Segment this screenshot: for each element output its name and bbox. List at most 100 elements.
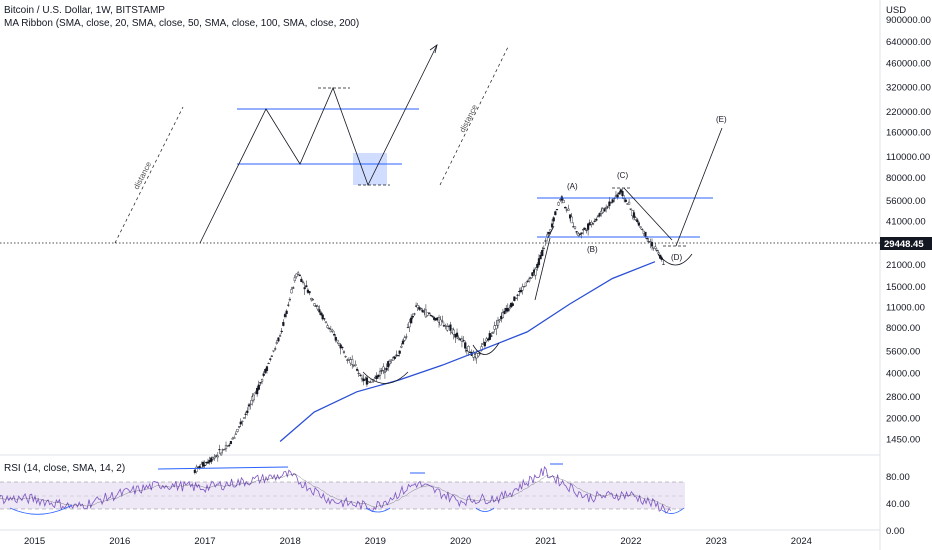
candle bbox=[242, 417, 246, 419]
candle bbox=[344, 355, 347, 358]
candle bbox=[627, 198, 631, 205]
candle bbox=[498, 319, 501, 323]
candle bbox=[632, 209, 636, 221]
candle bbox=[316, 304, 319, 311]
candle bbox=[337, 342, 341, 346]
candle bbox=[650, 238, 654, 251]
candle bbox=[354, 360, 357, 367]
candle bbox=[554, 210, 557, 216]
candle bbox=[426, 312, 429, 317]
candle bbox=[375, 372, 378, 382]
candle bbox=[403, 335, 406, 342]
candle bbox=[541, 246, 544, 257]
candle bbox=[637, 221, 641, 227]
candle bbox=[460, 335, 464, 348]
candle bbox=[444, 323, 447, 330]
rsi-arc-2022 bbox=[661, 507, 685, 514]
candle bbox=[382, 363, 385, 375]
candle bbox=[308, 290, 311, 296]
candle bbox=[421, 308, 424, 313]
candle bbox=[511, 301, 514, 307]
candle bbox=[195, 464, 198, 474]
price-tick: 640000.00 bbox=[886, 37, 931, 48]
candle bbox=[608, 196, 611, 210]
rsi-line bbox=[0, 465, 672, 514]
candle bbox=[406, 323, 409, 329]
candle bbox=[400, 343, 403, 349]
candle bbox=[405, 333, 408, 340]
candle bbox=[278, 333, 282, 337]
candle bbox=[287, 301, 290, 307]
candle bbox=[591, 222, 595, 226]
candle bbox=[629, 208, 632, 211]
candle bbox=[634, 215, 637, 221]
rsi-pane: 80.00 40.00 0.00 bbox=[0, 463, 910, 537]
candle bbox=[292, 286, 295, 289]
candle bbox=[311, 298, 314, 302]
rsi-tick-40: 40.00 bbox=[886, 499, 910, 510]
rsi-title: RSI (14, close, SMA, 14, 2) bbox=[4, 463, 126, 474]
candle bbox=[564, 206, 567, 209]
candle bbox=[303, 282, 306, 295]
candle bbox=[429, 313, 432, 317]
candle bbox=[334, 334, 337, 343]
candle bbox=[244, 411, 247, 419]
candle bbox=[531, 272, 534, 279]
price-tick: 110000.00 bbox=[886, 152, 930, 163]
time-tick: 2024 bbox=[791, 536, 812, 547]
candle bbox=[275, 339, 278, 345]
candle bbox=[655, 248, 659, 253]
candle bbox=[272, 350, 275, 353]
candle bbox=[297, 271, 300, 275]
time-tick: 2022 bbox=[620, 536, 641, 547]
breakout-line bbox=[534, 237, 551, 301]
candle bbox=[236, 428, 239, 433]
price-tick: 21000.00 bbox=[886, 260, 926, 271]
candle bbox=[583, 226, 586, 230]
candle bbox=[359, 373, 362, 377]
candle bbox=[290, 286, 293, 294]
candle bbox=[439, 315, 442, 326]
candle bbox=[605, 204, 608, 213]
candle bbox=[662, 260, 665, 265]
candle bbox=[562, 198, 565, 204]
candle bbox=[570, 212, 573, 224]
candle bbox=[321, 312, 324, 321]
candle bbox=[298, 274, 301, 277]
candle bbox=[523, 285, 526, 288]
candle bbox=[285, 309, 288, 318]
candle bbox=[411, 313, 414, 320]
candle bbox=[380, 368, 383, 375]
price-tick: 80000.00 bbox=[886, 173, 926, 184]
candle bbox=[621, 188, 624, 200]
price-tick: 15000.00 bbox=[886, 282, 926, 293]
candle bbox=[211, 456, 215, 461]
candle bbox=[654, 243, 657, 251]
candle bbox=[259, 382, 262, 386]
candle bbox=[280, 327, 283, 335]
candle bbox=[567, 204, 570, 211]
rsi-arc-2015 bbox=[9, 504, 73, 515]
candle bbox=[624, 198, 627, 203]
price-tick: 11000.00 bbox=[886, 302, 925, 313]
candle bbox=[238, 426, 241, 429]
candle bbox=[295, 273, 298, 279]
candle bbox=[575, 230, 578, 235]
schematic-pattern: distance distance bbox=[114, 44, 509, 244]
schematic-path bbox=[199, 44, 438, 244]
candle bbox=[282, 319, 285, 327]
candle bbox=[516, 293, 519, 301]
rsi-tick-0: 0.00 bbox=[886, 526, 905, 537]
candle bbox=[568, 214, 572, 222]
candle bbox=[305, 280, 308, 288]
candle bbox=[595, 217, 598, 222]
candle bbox=[506, 303, 509, 313]
candle bbox=[431, 315, 434, 318]
price-tick: 220000.00 bbox=[886, 107, 931, 118]
candle bbox=[526, 279, 529, 283]
currency-label: USD bbox=[886, 5, 906, 16]
candle bbox=[449, 321, 452, 335]
candle bbox=[578, 233, 582, 237]
candle bbox=[452, 327, 455, 340]
